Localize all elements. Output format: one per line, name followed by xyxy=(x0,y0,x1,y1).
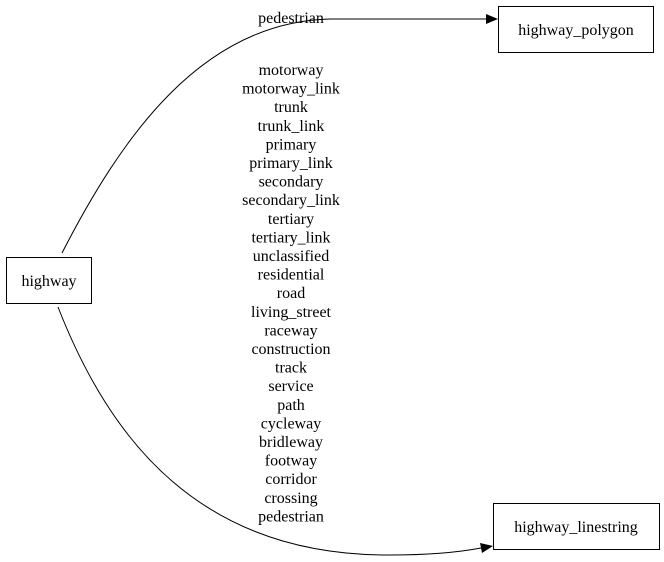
edge-label: motorway_link xyxy=(242,81,340,98)
node-highway-linestring[interactable]: highway_linestring xyxy=(493,503,660,550)
node-label: highway xyxy=(21,273,76,290)
edge-highway-to-polygon: pedestrian xyxy=(61,10,498,254)
edge-label: unclassified xyxy=(253,248,329,265)
edge-label: service xyxy=(268,378,313,395)
edge-label: corridor xyxy=(265,471,317,488)
node-highway-polygon[interactable]: highway_polygon xyxy=(498,6,654,53)
edge-label: cycleway xyxy=(261,415,321,432)
arrowhead-icon xyxy=(486,14,498,24)
edge-label: tertiary_link xyxy=(251,229,330,246)
edge-label: secondary_link xyxy=(242,192,340,209)
edge-label: track xyxy=(275,360,307,377)
arrowhead-icon xyxy=(480,543,493,553)
edge-label: road xyxy=(277,285,305,302)
edge-label: bridleway xyxy=(259,434,323,451)
edge-label: crossing xyxy=(264,490,317,507)
edge-label: raceway xyxy=(264,322,317,339)
edge-label: living_street xyxy=(251,304,332,321)
node-highway[interactable]: highway xyxy=(6,257,92,304)
edge-label: secondary xyxy=(259,174,324,191)
edge-label-list: motorwaymotorway_linktrunktrunk_linkprim… xyxy=(242,62,340,525)
edge-label: trunk xyxy=(274,99,308,116)
edge-label: pedestrian xyxy=(258,508,324,525)
edge-label: path xyxy=(277,397,305,414)
edge-label: primary xyxy=(266,136,317,153)
edge-label: pedestrian xyxy=(258,10,324,27)
edge-label: motorway xyxy=(259,62,324,79)
edge-label: construction xyxy=(251,341,330,358)
edge-label: footway xyxy=(265,453,317,470)
edge-label: residential xyxy=(258,267,325,284)
edge-label: trunk_link xyxy=(258,118,325,135)
edge-highway-to-linestring: motorwaymotorway_linktrunktrunk_linkprim… xyxy=(57,62,493,556)
node-label: highway_linestring xyxy=(514,519,638,536)
edge-label: tertiary xyxy=(268,211,314,228)
edge-label: primary_link xyxy=(249,155,333,172)
node-label: highway_polygon xyxy=(518,22,634,39)
